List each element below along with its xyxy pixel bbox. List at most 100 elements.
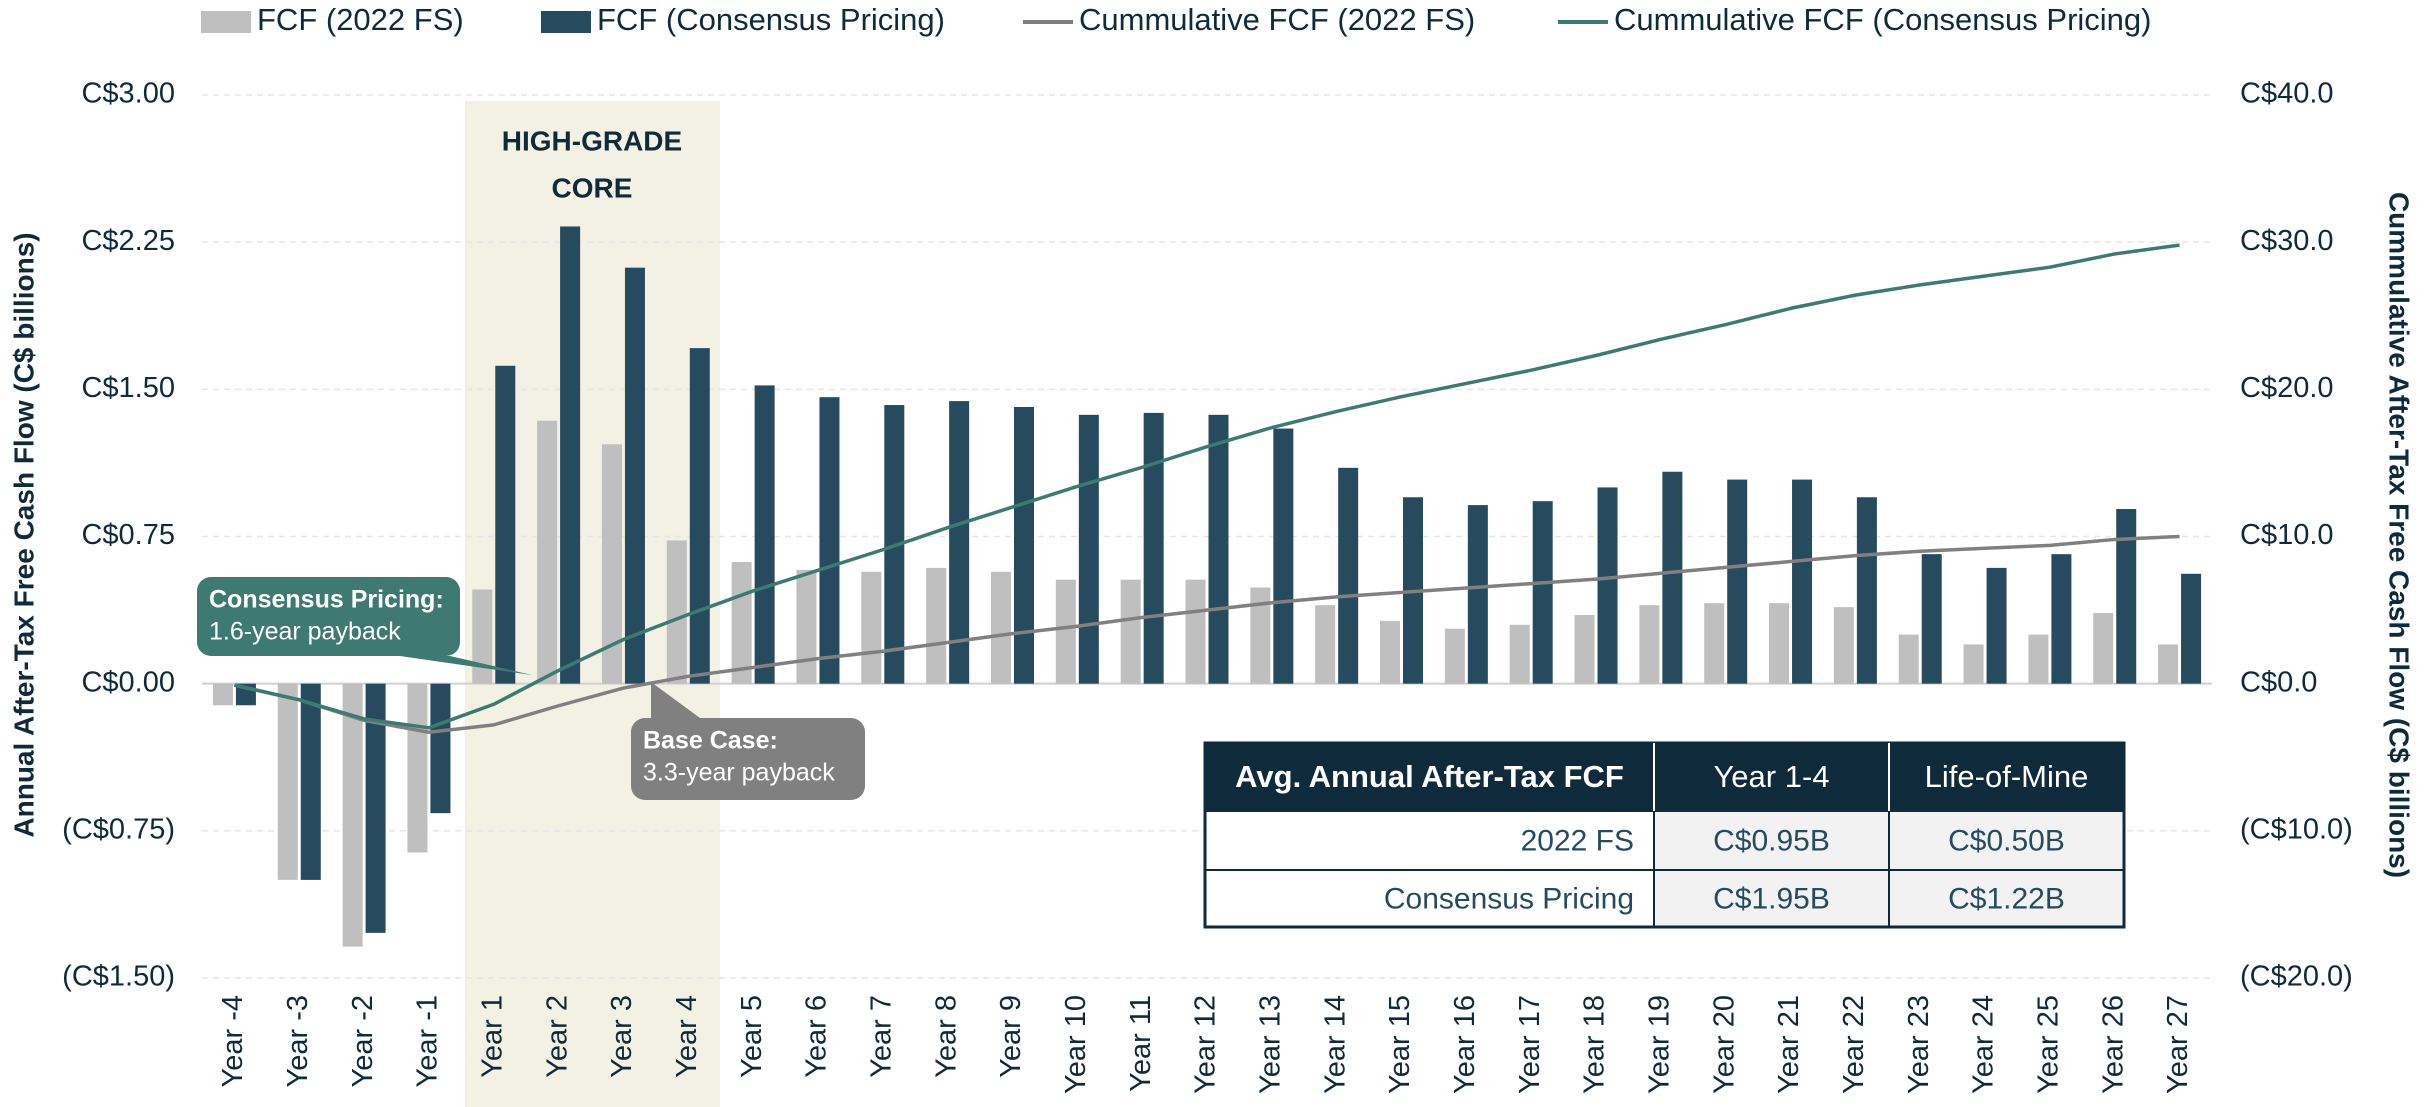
legend-label: FCF (2022 FS) [257, 2, 464, 37]
callout-text: 3.3-year payback [643, 759, 835, 787]
highlight-label: HIGH-GRADE [502, 125, 682, 156]
table-border [1203, 741, 2126, 929]
bar [990, 571, 1011, 684]
line [234, 243, 2180, 730]
bar [1338, 467, 1359, 684]
legend-label: FCF (Consensus Pricing) [597, 2, 945, 37]
callout-title: Base Case: [643, 727, 778, 755]
callout-box [631, 718, 865, 800]
bar [949, 401, 970, 684]
bar [472, 589, 493, 684]
x-tick-label: Year -2 [347, 995, 379, 1087]
bar [300, 683, 321, 880]
bar [560, 226, 581, 684]
table-header: Avg. Annual After-Tax FCF [1235, 759, 1624, 794]
bar [1120, 579, 1141, 684]
x-tick-label: Year 16 [1449, 995, 1481, 1094]
bar [1380, 620, 1401, 684]
x-tick-label: Year 18 [1579, 995, 1611, 1094]
bar [1273, 428, 1294, 684]
y2-axis-title: Cummulative After-Tax Free Cash Flow (C$… [2384, 192, 2415, 878]
x-tick-label: Year 21 [1773, 995, 1805, 1094]
bar [926, 567, 947, 684]
y2-tick-label: C$40.0 [2240, 78, 2334, 110]
table-cell-text: C$1.22B [1948, 882, 2065, 915]
bar [2158, 644, 2179, 684]
table-cell-text: C$0.50B [1948, 824, 2065, 857]
x-tick-label: Year 6 [801, 995, 833, 1078]
legend-label: Cummulative FCF (2022 FS) [1079, 2, 1475, 37]
bar [689, 348, 710, 684]
callout-pointer [400, 656, 532, 675]
bar [2116, 509, 2137, 684]
x-tick-label: Year 9 [995, 995, 1027, 1078]
bar [1055, 579, 1076, 684]
callout-box [197, 577, 460, 656]
x-tick-label: Year 27 [2162, 995, 2194, 1094]
x-tick-label: Year 15 [1384, 995, 1416, 1094]
x-tick-label: Year 17 [1514, 995, 1546, 1094]
bar [624, 267, 645, 684]
bar [1467, 505, 1488, 684]
x-tick-label: Year 10 [1060, 995, 1092, 1094]
bar [407, 683, 428, 853]
bar [1769, 603, 1790, 684]
bar [861, 571, 882, 684]
legend-swatch [541, 11, 591, 33]
bar [212, 683, 233, 706]
x-tick-label: Year 20 [1708, 995, 1740, 1094]
table-cell-text: Consensus Pricing [1384, 882, 1634, 915]
x-tick-label: Year -3 [282, 995, 314, 1087]
bar [1078, 414, 1099, 684]
x-tick-label: Year 26 [2097, 995, 2129, 1094]
bar [1963, 644, 1984, 684]
y2-tick-label: (C$10.0) [2240, 813, 2353, 845]
legend-swatch [201, 11, 251, 33]
bar [1574, 614, 1595, 684]
legend-label: Cummulative FCF (Consensus Pricing) [1614, 2, 2151, 37]
x-tick-label: Year 3 [606, 995, 638, 1078]
bar [1704, 603, 1725, 684]
bar [1833, 607, 1854, 684]
bar [731, 562, 752, 684]
x-tick-label: Year 4 [671, 995, 703, 1078]
table-cell-text: C$0.95B [1713, 824, 1830, 857]
x-tick-label: Year 1 [476, 995, 508, 1078]
x-tick-label: Year 11 [1125, 995, 1157, 1092]
x-tick-label: Year 22 [1838, 995, 1870, 1094]
table-cell-text: C$1.95B [1713, 882, 1830, 915]
bar [277, 683, 298, 880]
x-tick-label: Year -4 [217, 995, 249, 1087]
bar [2093, 613, 2114, 684]
bar [1639, 605, 1660, 684]
bar [1509, 624, 1530, 684]
callout-title: Consensus Pricing: [209, 586, 444, 614]
bar [1727, 479, 1748, 684]
bar [430, 683, 451, 814]
bar [1250, 587, 1271, 684]
y-tick-label: (C$1.50) [62, 961, 175, 993]
y-tick-label: C$0.75 [81, 519, 175, 551]
bar [1921, 554, 1942, 684]
y-tick-label: C$1.50 [81, 372, 175, 404]
bar [1208, 414, 1229, 684]
table-header: Year 1-4 [1713, 759, 1829, 794]
bar [1597, 487, 1618, 684]
callout-text: 1.6-year payback [209, 618, 401, 646]
bar [2028, 634, 2049, 684]
bar [666, 540, 687, 684]
bar [1856, 497, 1877, 684]
table-cell [1653, 810, 1890, 871]
bar [796, 569, 817, 684]
y2-tick-label: C$30.0 [2240, 225, 2334, 257]
y-tick-label: (C$0.75) [62, 813, 175, 845]
x-tick-label: Year 7 [865, 995, 897, 1078]
table-header-bg [1205, 743, 2124, 811]
highlight-label: CORE [552, 172, 633, 203]
x-tick-label: Year 12 [1190, 995, 1222, 1094]
table-cell [1888, 810, 2125, 871]
table-cell-text: 2022 FS [1521, 824, 1634, 857]
table-header: Life-of-Mine [1925, 759, 2089, 794]
bar [365, 683, 386, 933]
